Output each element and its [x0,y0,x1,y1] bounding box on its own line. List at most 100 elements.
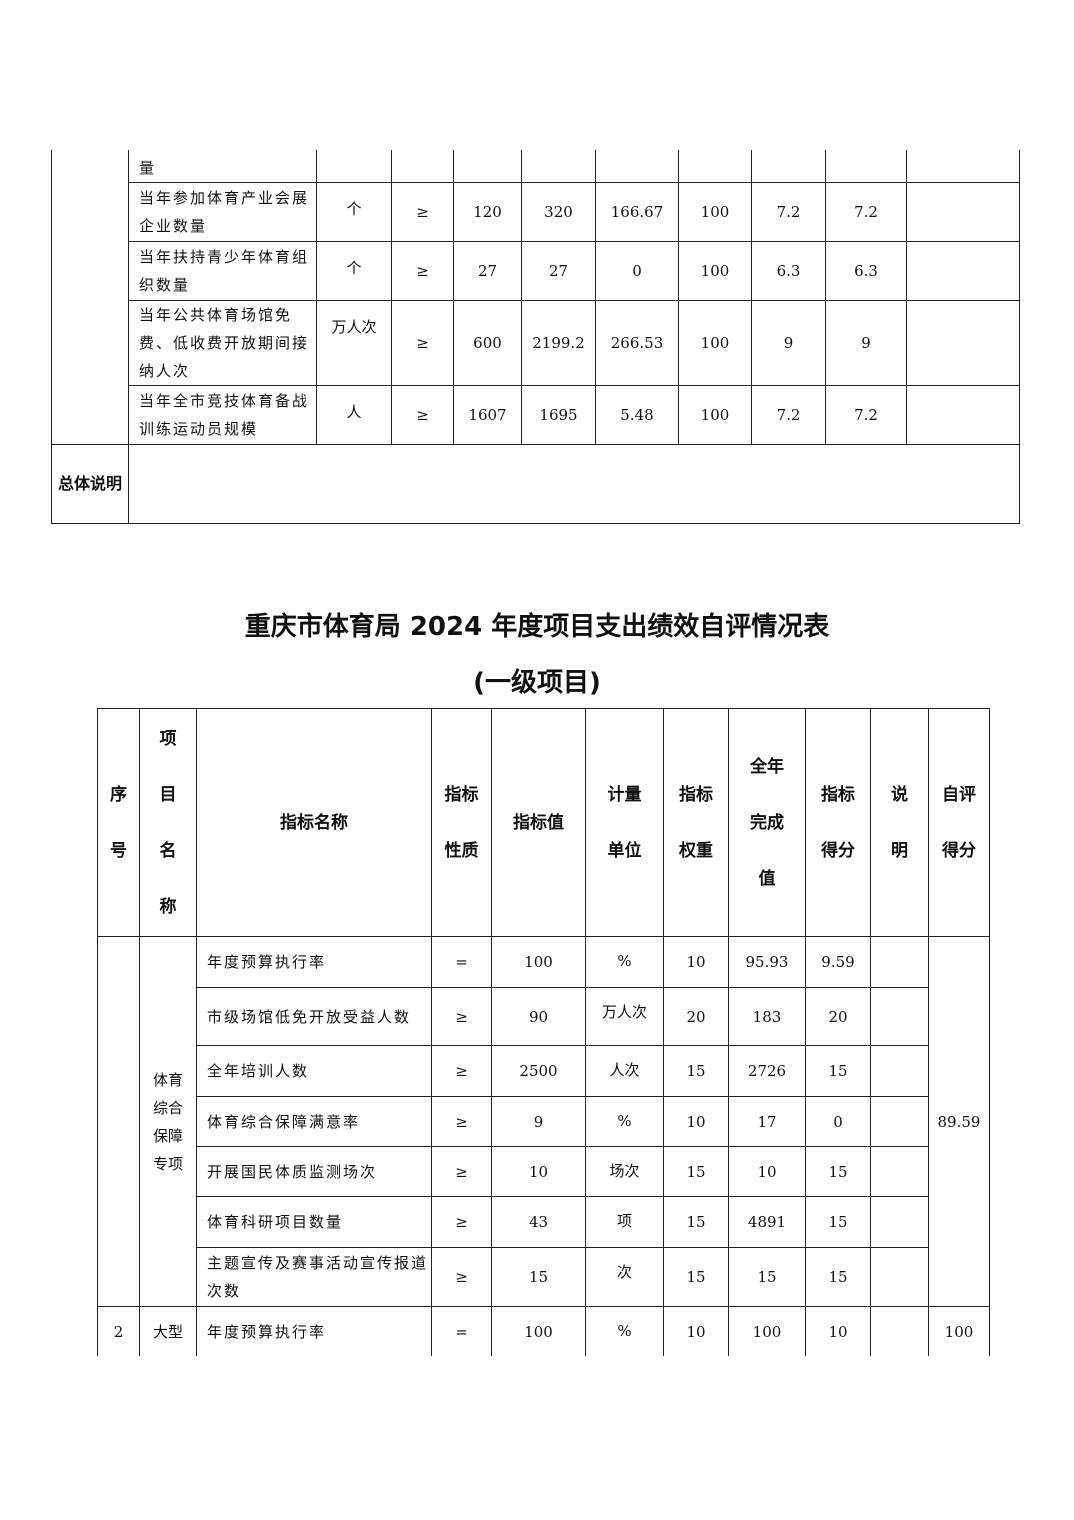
nature-cell: = [431,936,492,988]
indicator-table-continued: 量当年参加体育产业会展企业数量个 ≥120 320 166.67 100 7.2 7.2 当年… [51,150,1020,524]
column-header: 指标名称 [196,708,432,937]
value-cell: 2500 [491,1045,586,1097]
column-header-label: 项目名称 [159,728,177,917]
actual-cell: 95.93 [728,936,806,988]
category-cell [51,150,129,445]
unit-cell: % [585,1306,664,1356]
actual-cell: 100 [728,1306,806,1356]
note-cell [906,385,1020,445]
score-cell: 0 [805,1096,871,1147]
column-header: 全年完成值 [728,708,806,937]
c7-cell: 100 [678,241,752,301]
score-cell: 9.59 [805,936,871,988]
op-cell: ≥ [391,241,454,301]
empty-cell [678,150,752,183]
nature-cell: ≥ [431,1196,492,1248]
actual-cell: 2199.2 [521,300,596,386]
value-cell: 10 [491,1146,586,1197]
column-header: 项目名称 [139,708,197,937]
target-cell: 1607 [453,385,522,445]
summary-label: 总体说明 [51,444,129,524]
score-cell: 15 [805,1247,871,1307]
column-header-label: 指标权重 [679,784,713,861]
unit-cell: % [585,936,664,988]
project-name: 体育综合保障专项 [139,936,197,1307]
op-cell: ≥ [391,300,454,386]
table-row: 市级场馆低免开放受益人数 ≥90 万人次 20 183 20 [98,987,990,1046]
op-cell: ≥ [391,182,454,242]
table-row: 体育综合保障专项 年度预算执行率 = 100% 10 95.93 9.59 89.59 [97,936,990,1307]
indicator-name: 当年全市竞技体育备战训练运动员规模 [128,385,317,445]
unit-cell: 个 [316,241,392,301]
note-cell [870,1096,929,1147]
value-cell: 100 [491,1306,586,1356]
weight-cell: 9 [751,300,826,386]
actual-cell: 2726 [728,1045,806,1097]
column-header-label: 指标性质 [444,784,479,861]
score-cell: 7.2 [825,385,907,445]
table-row: 开展国民体质监测场次 ≥10 场次 15 10 15 [98,1146,990,1197]
score-cell: 15 [805,1045,871,1097]
indicator-name: 量 [128,150,317,183]
summary-row: 总体说明 [51,444,1020,524]
note-cell [870,1146,929,1197]
header-row: 序号 项目名称 指标名称 指标性质 指标值 计量单位 指标权重 全年完成值 指标得分 说明 自评得分 [97,708,990,937]
c7-cell: 100 [678,300,752,386]
c7-cell: 100 [678,182,752,242]
indicator-name: 当年公共体育场馆免费、低收费开放期间接纳人次 [128,300,317,386]
weight-cell: 7.2 [751,182,826,242]
indicator-name: 当年参加体育产业会展企业数量 [128,182,317,242]
target-cell: 27 [453,241,522,301]
table-row: 主题宣传及赛事活动宣传报道次数 ≥15 次 15 15 15 [98,1247,990,1307]
actual-cell: 4891 [728,1196,806,1248]
weight-cell: 7.2 [751,385,826,445]
value-cell: 100 [491,936,586,988]
table-row: 量 [51,150,1020,445]
value-cell: 9 [491,1096,586,1147]
table-row: 2 大型 年度预算执行率 = 100% 10 100 10 100 [97,1306,990,1356]
note-cell [870,936,929,988]
column-header: 指标得分 [805,708,871,937]
actual-cell: 15 [728,1247,806,1307]
indicator-name: 年度预算执行率 [196,936,432,988]
table-row: 当年参加体育产业会展企业数量个 ≥120 320 166.67 100 7.2 7.2 [52,182,1020,242]
unit-cell: 项 [585,1196,664,1248]
value-cell: 90 [491,987,586,1046]
column-header-label: 指标得分 [821,784,855,861]
unit-cell: 人 [316,385,392,445]
column-header: 计量单位 [585,708,664,937]
unit-cell: 次 [585,1247,664,1307]
score-cell: 9 [825,300,907,386]
note-cell [870,1045,929,1097]
weight-cell: 15 [663,1045,729,1097]
table-row: 体育科研项目数量 ≥43 项 15 4891 15 [98,1196,990,1248]
column-header: 自评得分 [928,708,990,937]
weight-cell: 20 [663,987,729,1046]
table-row: 体育综合保障满意率 ≥9% 10 17 0 [98,1096,990,1147]
note-cell [870,1306,929,1356]
nature-cell: = [431,1306,492,1356]
empty-cell [595,150,679,183]
row-number [97,936,140,1307]
unit-cell: 万人次 [316,300,392,386]
unit-cell: 场次 [585,1146,664,1197]
actual-cell: 27 [521,241,596,301]
empty-cell [391,150,454,183]
column-header-label: 全年完成值 [750,756,784,889]
empty-cell [316,150,392,183]
note-cell [906,300,1020,386]
score-cell: 7.2 [825,182,907,242]
indicator-name: 开展国民体质监测场次 [196,1146,432,1197]
column-header: 说明 [870,708,929,937]
score-cell: 15 [805,1196,871,1248]
column-header-label: 说明 [891,784,908,861]
row-number: 2 [97,1306,140,1356]
indicator-name: 市级场馆低免开放受益人数 [196,987,432,1046]
table-row: 当年全市竞技体育备战训练运动员规模人 ≥1607 1695 5.48 100 7.2 7.2 [52,385,1020,445]
actual-cell: 183 [728,987,806,1046]
note-cell [906,182,1020,242]
nature-cell: ≥ [431,987,492,1046]
actual-cell: 17 [728,1096,806,1147]
nature-cell: ≥ [431,1045,492,1097]
